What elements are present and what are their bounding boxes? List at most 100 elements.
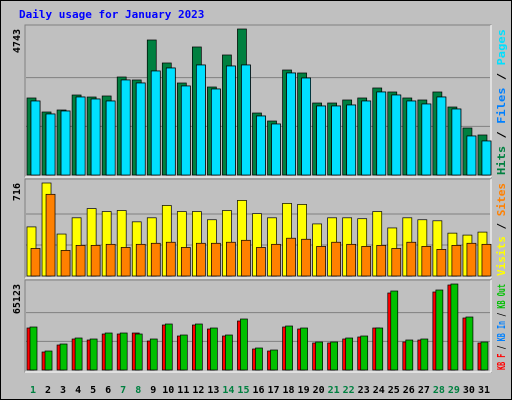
bar [74,337,83,371]
bar [196,242,206,277]
bar [226,241,236,277]
x-tick-label: 26 [403,385,415,396]
legend-separator: / [495,309,508,321]
x-tick-label: 13 [207,385,219,396]
x-tick-label: 31 [478,385,490,396]
bar [361,246,372,277]
x-tick-label: 18 [283,385,295,396]
bar [406,241,417,277]
legend-separator: / [495,216,508,236]
bar [150,70,161,176]
bar [421,103,432,176]
bar [450,283,459,371]
x-tick-label: 1 [30,385,36,396]
bar [316,105,326,176]
bar [89,338,98,371]
x-tick-label: 11 [177,385,189,396]
x-tick-label: 20 [313,385,325,396]
x-tick-label: 25 [388,385,400,396]
bar [301,238,311,277]
bar [270,349,278,371]
bar [421,246,432,277]
bar [481,140,492,176]
bar [406,100,417,176]
bar [226,65,236,176]
bar [436,96,447,176]
bar [180,247,191,277]
bar [480,341,489,371]
bar [346,243,357,277]
legend: Hits / Files / Pages [495,29,508,175]
bar [44,350,53,371]
bar [210,327,218,371]
bar [105,100,116,176]
y-tick-label: 716 [12,183,23,201]
bar [119,332,128,371]
x-tick-label: 29 [448,385,460,396]
bar [360,335,369,371]
x-tick-label: 12 [192,385,204,396]
bar [120,79,131,176]
bar [211,242,221,277]
bar [271,243,281,277]
bar [345,337,354,371]
bar [420,338,429,371]
bar [165,67,176,176]
x-tick-label: 22 [343,385,355,396]
bar [436,249,447,277]
x-tick-label: 16 [252,385,264,396]
x-tick-label: 10 [162,385,174,396]
bar [75,96,86,176]
bar [256,115,266,176]
bar [29,326,38,371]
bar [435,289,444,371]
legend-entry: Files [495,87,508,124]
bar [255,347,263,371]
bar [104,332,113,371]
bar [331,241,341,277]
bar [376,244,387,277]
bar [330,341,338,371]
legend: Visits / Sites [495,183,508,276]
x-tick-label: 17 [267,385,279,396]
x-tick-label: 24 [373,385,385,396]
bar [211,88,221,176]
y-tick-label: 4743 [12,29,23,53]
bar [375,327,384,371]
bar [164,323,173,371]
chart-title: Daily usage for January 2023 [19,8,204,21]
bar [391,94,402,176]
bar [315,341,323,371]
x-tick-label: 5 [90,385,96,396]
bar [300,327,308,371]
bar [90,244,101,277]
x-tick-label: 9 [150,385,156,396]
bar [331,105,341,176]
x-tick-label: 19 [298,385,310,396]
x-tick-label: 8 [135,385,141,396]
bar [241,64,251,176]
bar [316,246,326,277]
bar [286,237,296,277]
legend-entry: Visits [495,236,508,276]
x-tick-label: 21 [328,385,340,396]
bar [105,243,116,277]
bar [150,242,161,277]
bar [466,135,477,176]
bar [465,316,474,371]
x-tick-label: 4 [75,385,81,396]
bar [271,123,281,176]
bar [466,242,477,277]
bar [391,248,402,277]
bar [134,333,143,371]
bar [405,339,414,371]
bar [165,241,176,277]
bar [30,248,41,277]
bar [285,325,293,371]
bar [225,334,233,371]
x-tick-label: 30 [463,385,475,396]
bar [135,82,146,176]
y-tick-label: 65123 [12,284,23,314]
x-tick-label: 2 [45,385,51,396]
legend-entry: Pages [495,29,508,66]
